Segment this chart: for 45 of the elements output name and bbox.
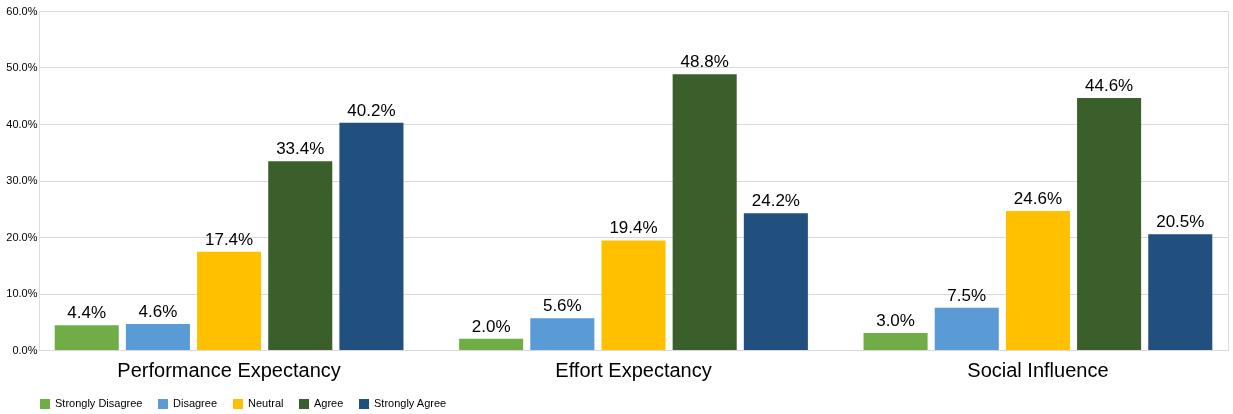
bar <box>125 324 190 350</box>
data-label: 33.4% <box>276 139 325 159</box>
bar <box>934 307 999 350</box>
x-tick-label: Effort Expectancy <box>555 358 712 381</box>
bar <box>339 122 404 350</box>
bar <box>1148 234 1213 350</box>
y-tick-label: 60.0% <box>6 4 38 17</box>
data-label: 17.4% <box>204 229 254 249</box>
legend-label: Strongly Agree <box>374 397 447 409</box>
y-tick-label: 20.0% <box>6 230 38 243</box>
data-label: 2.0% <box>471 316 511 336</box>
bar <box>268 161 333 350</box>
data-label: 44.6% <box>1085 76 1134 96</box>
data-label: 7.5% <box>947 285 987 305</box>
data-label: 19.4% <box>609 218 658 238</box>
bar <box>863 333 928 350</box>
bar <box>54 325 119 350</box>
bar <box>743 213 808 350</box>
legend-label: Agree <box>314 397 344 409</box>
data-label: 24.2% <box>751 191 800 211</box>
y-tick-label: 10.0% <box>6 287 38 299</box>
bar <box>1005 211 1070 350</box>
bar <box>601 240 666 350</box>
legend-label: Neutral <box>248 397 284 409</box>
data-label: 5.6% <box>542 296 582 316</box>
x-tick-label: Performance Expectancy <box>117 358 341 381</box>
x-tick-label: Social Influence <box>967 358 1109 381</box>
data-label: 4.4% <box>67 303 107 323</box>
bar <box>197 251 262 350</box>
bar <box>1077 98 1142 350</box>
y-tick-label: 30.0% <box>6 174 38 186</box>
data-label: 20.5% <box>1156 212 1205 232</box>
data-label: 48.8% <box>680 52 729 72</box>
legend-label: Disagree <box>173 397 218 409</box>
y-tick-label: 0.0% <box>12 343 38 356</box>
data-label: 24.6% <box>1013 189 1063 209</box>
bar <box>672 74 737 350</box>
legend-label: Strongly Disagree <box>55 397 143 409</box>
data-label: 3.0% <box>876 311 915 331</box>
y-tick-label: 40.0% <box>6 117 38 130</box>
data-label: 40.2% <box>347 100 396 120</box>
bar <box>530 318 595 350</box>
y-tick-label: 50.0% <box>6 61 38 73</box>
bar <box>459 338 524 350</box>
data-label: 4.6% <box>138 302 178 322</box>
